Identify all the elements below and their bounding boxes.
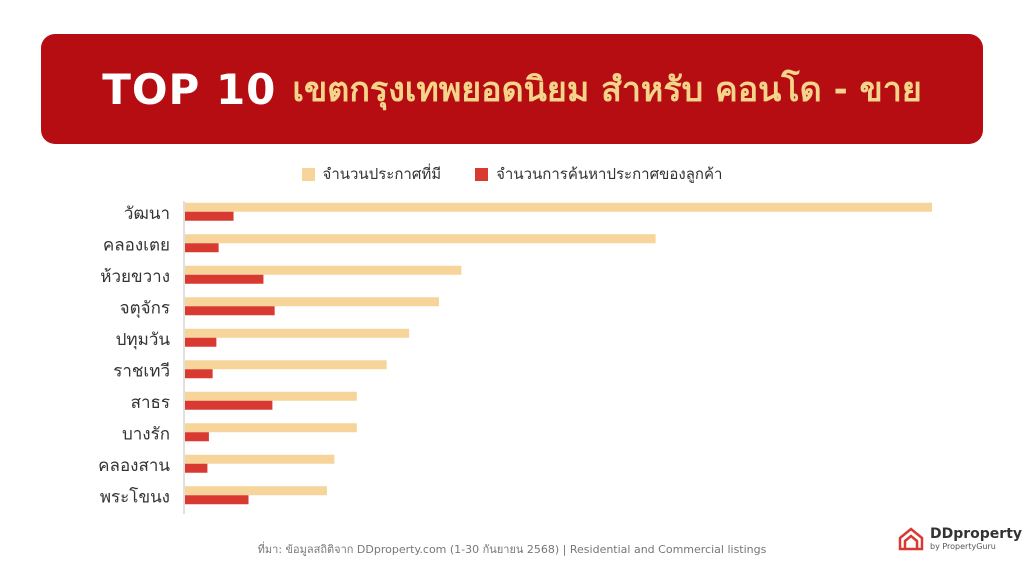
- bar-listings: [185, 297, 439, 307]
- title-subtitle: เขตกรุงเทพยอดนิยม สำหรับ คอนโด - ขาย: [292, 70, 922, 110]
- logo-name: DDproperty: [930, 526, 1023, 542]
- bar-searches: [185, 337, 217, 347]
- bar-listings: [185, 454, 335, 464]
- legend-swatch-listings: [301, 167, 315, 181]
- category-label: คลองเตย: [103, 235, 170, 255]
- bar-listings: [185, 423, 357, 433]
- source-note: ที่มา: ข้อมูลสถิติจาก DDproperty.com (1-…: [257, 543, 767, 556]
- bar-searches: [185, 306, 275, 316]
- category-label: บางรัก: [122, 424, 170, 444]
- legend-item-searches: จำนวนการค้นหาประกาศของลูกค้า: [475, 162, 722, 186]
- bar-searches: [185, 463, 208, 473]
- legend-swatch-searches: [475, 167, 489, 181]
- category-label: จตุจักร: [120, 298, 170, 318]
- bar-listings: [185, 202, 932, 212]
- bar-searches: [185, 432, 209, 442]
- bar-listings: [185, 360, 387, 370]
- title-container: TOP 10 เขตกรุงเทพยอดนิยม สำหรับ คอนโด - …: [41, 34, 983, 144]
- legend-label-listings: จำนวนประกาศที่มี: [322, 165, 442, 183]
- title-banner: TOP 10 เขตกรุงเทพยอดนิยม สำหรับ คอนโด - …: [41, 34, 983, 144]
- bar-listings: [185, 391, 357, 401]
- category-label: ปทุมวัน: [116, 330, 171, 350]
- legend-item-listings: จำนวนประกาศที่มี: [301, 162, 442, 186]
- bar-searches: [185, 211, 234, 221]
- bar-searches: [185, 495, 249, 505]
- bar-listings: [185, 265, 462, 275]
- bar-searches: [185, 400, 273, 410]
- category-label: วัฒนา: [124, 204, 170, 224]
- house-logo-icon: [898, 527, 924, 551]
- chart-legend: จำนวนประกาศที่มี จำนวนการค้นหาประกาศของล…: [0, 162, 1024, 186]
- bar-searches: [185, 274, 264, 284]
- logo-tagline: by PropertyGuru: [930, 542, 996, 551]
- bar-listings: [185, 234, 656, 244]
- category-label: ราชเทวี: [113, 361, 170, 381]
- title-main: TOP 10: [102, 64, 277, 114]
- bar-listings: [185, 486, 327, 496]
- bar-listings: [185, 328, 410, 338]
- category-label: สาธร: [131, 393, 170, 413]
- bar-searches: [185, 369, 213, 379]
- legend-label-searches: จำนวนการค้นหาประกาศของลูกค้า: [496, 165, 723, 183]
- category-label: ห้วยขวาง: [100, 267, 170, 287]
- category-label: พระโขนง: [100, 486, 170, 507]
- bar-searches: [185, 243, 219, 253]
- brand-logo: DDproperty by PropertyGuru: [898, 527, 1022, 551]
- category-label: คลองสาน: [98, 456, 170, 476]
